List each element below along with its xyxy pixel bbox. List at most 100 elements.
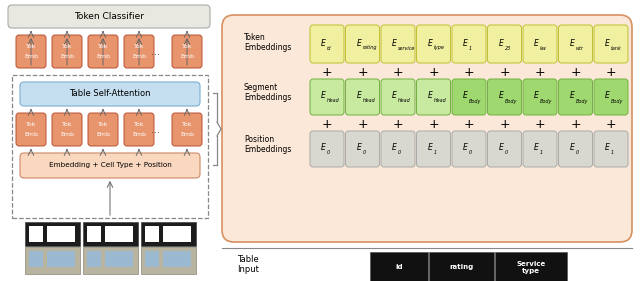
Text: Body: Body (469, 99, 481, 103)
Text: Emb: Emb (24, 133, 38, 137)
Text: id: id (327, 46, 332, 51)
Text: E: E (356, 92, 362, 101)
FancyBboxPatch shape (417, 131, 451, 167)
Text: E: E (534, 38, 539, 47)
Text: service: service (398, 46, 415, 51)
Text: Tok: Tok (182, 123, 192, 128)
FancyBboxPatch shape (488, 25, 522, 63)
Text: 0: 0 (575, 151, 579, 155)
Text: Head: Head (433, 99, 446, 103)
Text: Emb: Emb (60, 55, 74, 60)
Text: E: E (499, 144, 504, 153)
Text: E: E (570, 92, 575, 101)
FancyBboxPatch shape (559, 131, 593, 167)
FancyBboxPatch shape (16, 35, 46, 68)
Text: +: + (428, 117, 439, 130)
Text: E: E (392, 92, 397, 101)
Text: E: E (570, 38, 575, 47)
Text: rating: rating (449, 264, 474, 270)
FancyBboxPatch shape (20, 82, 200, 106)
Text: E: E (463, 144, 468, 153)
Text: Segment: Segment (244, 83, 278, 92)
FancyBboxPatch shape (417, 25, 451, 63)
FancyBboxPatch shape (523, 131, 557, 167)
FancyBboxPatch shape (222, 15, 632, 242)
Bar (105, 226, 133, 242)
Text: E: E (605, 38, 610, 47)
Bar (163, 251, 191, 267)
Text: Tok: Tok (134, 44, 144, 49)
Text: Body: Body (540, 99, 552, 103)
Text: Embedding + Cell Type + Position: Embedding + Cell Type + Position (49, 162, 172, 169)
Text: E: E (321, 92, 326, 101)
Text: +: + (357, 65, 368, 78)
Text: ...: ... (150, 47, 159, 57)
FancyBboxPatch shape (523, 25, 557, 63)
Text: E: E (534, 144, 539, 153)
Text: 0: 0 (469, 151, 472, 155)
Text: 23: 23 (504, 46, 511, 51)
Text: E: E (428, 92, 433, 101)
FancyBboxPatch shape (346, 79, 380, 115)
Text: +: + (322, 117, 332, 130)
Text: E: E (463, 38, 468, 47)
Text: Emb: Emb (180, 133, 194, 137)
FancyBboxPatch shape (381, 131, 415, 167)
Text: Tok: Tok (98, 44, 108, 49)
FancyBboxPatch shape (310, 79, 344, 115)
Text: +: + (605, 65, 616, 78)
Text: 1: 1 (433, 151, 436, 155)
Text: 0: 0 (362, 151, 365, 155)
Text: E: E (392, 144, 397, 153)
FancyBboxPatch shape (346, 25, 380, 63)
Text: +: + (534, 117, 545, 130)
Bar (83, 222, 138, 246)
Text: 0: 0 (398, 151, 401, 155)
Text: Body: Body (575, 99, 588, 103)
FancyBboxPatch shape (20, 153, 200, 178)
Text: E: E (392, 38, 397, 47)
FancyBboxPatch shape (310, 25, 344, 63)
Text: Emb: Emb (96, 55, 110, 60)
Bar (163, 226, 191, 242)
Text: E: E (499, 38, 504, 47)
FancyBboxPatch shape (381, 79, 415, 115)
Text: type: type (433, 46, 444, 51)
FancyBboxPatch shape (124, 113, 154, 146)
Text: tank: tank (611, 46, 622, 51)
Bar (105, 251, 133, 267)
Text: Embeddings: Embeddings (244, 144, 291, 153)
Bar (25, 247, 80, 274)
Text: +: + (464, 65, 474, 78)
FancyBboxPatch shape (559, 25, 593, 63)
Text: +: + (464, 117, 474, 130)
Text: +: + (357, 117, 368, 130)
Text: E: E (428, 38, 433, 47)
Bar (370, 252, 428, 281)
Text: E: E (570, 144, 575, 153)
Text: Input: Input (237, 266, 259, 275)
FancyBboxPatch shape (172, 35, 202, 68)
Text: Emb: Emb (180, 55, 194, 60)
Text: Tok: Tok (182, 44, 192, 49)
Text: 1: 1 (540, 151, 543, 155)
Text: Head: Head (362, 99, 375, 103)
Bar (83, 247, 138, 274)
FancyBboxPatch shape (52, 113, 82, 146)
FancyBboxPatch shape (488, 131, 522, 167)
Text: kw: kw (540, 46, 547, 51)
Bar (47, 251, 75, 267)
Bar (47, 226, 75, 242)
FancyBboxPatch shape (16, 113, 46, 146)
FancyBboxPatch shape (417, 79, 451, 115)
Text: E: E (463, 92, 468, 101)
Text: Emb: Emb (132, 55, 146, 60)
FancyBboxPatch shape (452, 131, 486, 167)
Bar (141, 247, 196, 274)
FancyBboxPatch shape (452, 79, 486, 115)
Bar (29, 226, 43, 242)
Text: 0: 0 (504, 151, 508, 155)
Text: +: + (393, 65, 403, 78)
Text: Tok: Tok (26, 44, 36, 49)
Text: Table Self-Attention: Table Self-Attention (69, 90, 151, 99)
